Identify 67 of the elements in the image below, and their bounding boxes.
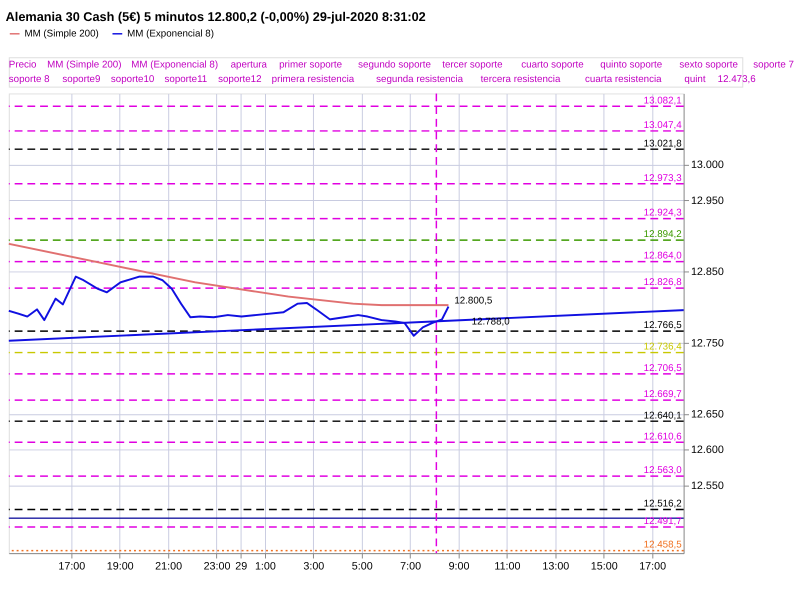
text: tercera resistencia <box>480 74 561 86</box>
ref-line-label: 13.082,1 <box>644 95 682 106</box>
text: Precio <box>8 60 38 71</box>
annotation: 12.800,5 <box>454 296 493 307</box>
y-tick-label: 12.650 <box>690 408 724 421</box>
ref-line-label: 12.610,6 <box>644 431 682 442</box>
text: quint <box>684 74 706 86</box>
text: soporte 8 <box>8 74 50 86</box>
x-tick-label: 7:00 <box>400 560 422 572</box>
legend-label: MM (Exponencial 8) <box>127 28 214 40</box>
x-tick-label: 3:00 <box>303 560 324 572</box>
text: soporte10 <box>110 74 155 86</box>
x-tick-label: 23:00 <box>204 560 230 572</box>
x-tick-label: 13:00 <box>542 560 570 572</box>
y-tick-label: 12.950 <box>690 194 724 207</box>
x-tick-label: 19:00 <box>106 560 134 572</box>
ref-line-label: 12.973,3 <box>644 172 682 184</box>
text: quinto soporte <box>600 60 662 71</box>
y-tick-label: 12.550 <box>690 480 724 492</box>
y-tick-label: 12.750 <box>690 337 724 350</box>
ref-line-label: 12.640,1 <box>644 410 682 422</box>
text: primer soporte <box>279 60 342 71</box>
y-tick-label: 12.850 <box>690 266 724 278</box>
x-tick-label: 17:00 <box>58 560 86 572</box>
ref-line-label: 12.864,0 <box>644 250 682 262</box>
text: 12.473,6 <box>718 74 756 86</box>
text: segundo soporte <box>358 60 431 71</box>
ref-line-label: 12.826,8 <box>644 277 682 288</box>
ref-line-label: 12.458,5 <box>644 540 682 551</box>
y-tick-label: 13.000 <box>690 159 724 172</box>
ref-line-label: 12.766,5 <box>644 320 682 332</box>
chart-title: Alemania 30 Cash (5€) 5 minutos 12.800,2 (-0,00%) 29-jul-2020 8:31:02 <box>6 9 426 24</box>
text: soporte 7 <box>753 60 794 71</box>
legend-label: MM (Simple 200) <box>24 28 99 40</box>
ref-line-label: 12.924,3 <box>644 208 682 219</box>
x-tick-label: 11:00 <box>494 560 521 572</box>
x-tick-label: 5:00 <box>352 560 373 572</box>
text: MM (Exponencial 8) <box>131 60 218 71</box>
text: MM (Simple 200) <box>47 60 122 71</box>
ref-line-label: 12.516,2 <box>644 498 682 510</box>
ref-line-label: 12.563,0 <box>644 465 682 476</box>
ref-line-label: 12.669,7 <box>644 389 682 400</box>
x-tick-label: 21:00 <box>155 560 182 572</box>
text: primera resistencia <box>272 74 355 86</box>
text: sexto soporte <box>679 60 738 71</box>
text: apertura <box>230 60 268 71</box>
text: cuarta resistencia <box>585 74 662 86</box>
x-tick-label: 15:00 <box>590 560 618 572</box>
x-tick-label: 9:00 <box>448 560 470 572</box>
x-tick-label: 29 <box>235 560 248 572</box>
text: soporte11 <box>164 74 208 86</box>
ref-line-label: 12.491,7 <box>644 516 682 528</box>
ref-line-label: 13.021,8 <box>644 138 682 150</box>
ref-line-label: 12.706,5 <box>644 362 682 374</box>
text: tercer soporte <box>442 60 502 71</box>
annotation: 12.788,0 <box>472 316 510 328</box>
x-tick-label: 1:00 <box>254 560 276 572</box>
ref-line-label: 12.894,2 <box>644 229 682 240</box>
x-tick-label: 17:00 <box>639 560 666 572</box>
text: cuarto soporte <box>521 60 584 71</box>
text: soporte12 <box>218 74 262 86</box>
ref-line-label: 13.047,4 <box>644 120 682 132</box>
line-series <box>8 242 450 306</box>
y-tick-label: 12.600 <box>690 444 724 456</box>
text: soporte9 <box>62 74 100 86</box>
ref-line-label: 12.736,4 <box>644 342 682 353</box>
text: segunda resistencia <box>376 74 464 86</box>
